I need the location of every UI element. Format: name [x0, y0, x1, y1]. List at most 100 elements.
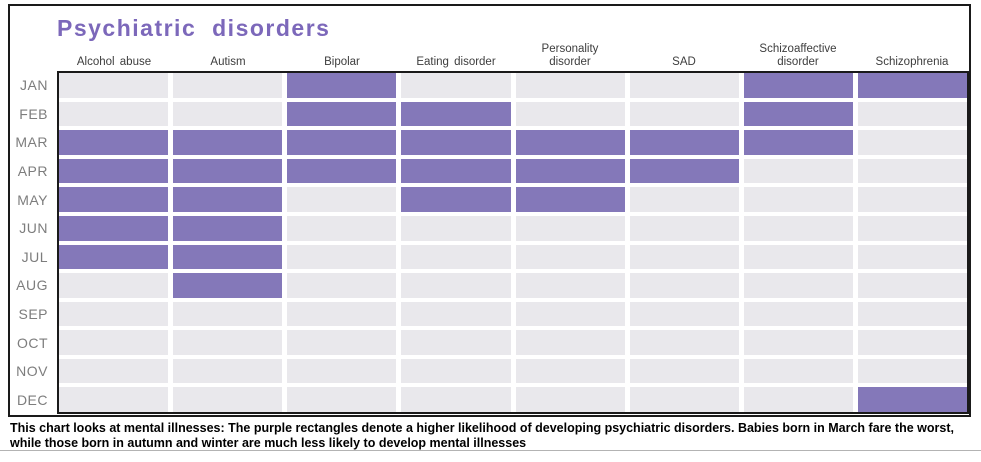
chart-title: Psychiatric disorders: [57, 15, 331, 41]
heatmap-cell: [743, 187, 853, 212]
heatmap-cell: [287, 358, 397, 384]
heatmap-cell: [401, 244, 511, 270]
heatmap-cell: [173, 187, 283, 212]
row-label: AUG: [16, 277, 48, 294]
heatmap-cell: [743, 330, 853, 355]
heatmap-cell: [857, 158, 967, 184]
bottom-divider: [0, 450, 981, 451]
column-header: Eating disorder: [416, 55, 496, 68]
heatmap-cell: [515, 187, 625, 212]
heatmap-cell: [857, 301, 967, 327]
heatmap-cell: [287, 158, 397, 184]
heatmap-cell: [287, 301, 397, 327]
chart-caption: This chart looks at mental illnesses: Th…: [10, 421, 954, 450]
heatmap-cell: [629, 301, 739, 327]
heatmap-cell: [515, 330, 625, 355]
heatmap-cell: [173, 358, 283, 384]
row-label: OCT: [16, 334, 48, 351]
row-label: JAN: [20, 77, 48, 94]
heatmap-cell: [743, 130, 853, 155]
column-header: Bipolar: [324, 55, 360, 68]
heatmap-cell: [515, 101, 625, 127]
heatmap-cell: [287, 215, 397, 241]
heatmap-cell: [515, 301, 625, 327]
heatmap-cell: [59, 73, 169, 98]
heatmap-cell: [173, 101, 283, 127]
heatmap-cell: [857, 358, 967, 384]
row-label: JUL: [21, 248, 48, 265]
heatmap-cell: [857, 215, 967, 241]
heatmap-cell: [59, 387, 169, 412]
heatmap-cell: [743, 387, 853, 412]
heatmap-cell: [287, 187, 397, 212]
row-label-column: JAN FEB MAR APR MAY JUN JUL AUG SEP OCT NOV DEC: [10, 71, 57, 414]
heatmap-cell: [515, 273, 625, 298]
heatmap-cell: [287, 330, 397, 355]
heatmap-cell: [287, 130, 397, 155]
heatmap-cell: [59, 187, 169, 212]
heatmap-cell: [515, 358, 625, 384]
heatmap-cell: [857, 387, 967, 412]
heatmap-cell: [401, 273, 511, 298]
heatmap-cell: [401, 330, 511, 355]
heatmap-cell: [59, 101, 169, 127]
heatmap-cell: [743, 244, 853, 270]
heatmap-cell: [629, 215, 739, 241]
heatmap-cell: [59, 358, 169, 384]
heatmap-cell: [629, 387, 739, 412]
row-label: APR: [17, 163, 48, 180]
row-label: DEC: [16, 391, 48, 408]
column-header: Schizophrenia: [875, 55, 949, 68]
heatmap-cell: [743, 301, 853, 327]
row-label: MAR: [15, 134, 48, 151]
heatmap-cell: [173, 387, 283, 412]
heatmap-cell: [401, 73, 511, 98]
heatmap-cell: [287, 73, 397, 98]
heatmap-cell: [287, 387, 397, 412]
heatmap-cell: [857, 330, 967, 355]
heatmap-cell: [743, 215, 853, 241]
heatmap-cell: [857, 273, 967, 298]
heatmap-cell: [401, 387, 511, 412]
heatmap-cell: [857, 187, 967, 212]
heatmap-cell: [743, 273, 853, 298]
row-label: FEB: [19, 105, 48, 122]
heatmap-cell: [857, 130, 967, 155]
heatmap-cell: [287, 273, 397, 298]
row-label: NOV: [16, 363, 48, 380]
heatmap-cell: [401, 130, 511, 155]
heatmap-cell: [401, 301, 511, 327]
heatmap-cell: [401, 358, 511, 384]
heatmap-cell: [743, 158, 853, 184]
column-header: Personality disorder: [541, 43, 599, 68]
heatmap-cell: [59, 273, 169, 298]
column-header: Alcohol abuse: [76, 55, 152, 68]
column-header: Schizoaffective disorder: [759, 43, 837, 68]
heatmap-cell: [173, 273, 283, 298]
heatmap-cell: [629, 158, 739, 184]
heatmap-cell: [629, 187, 739, 212]
heatmap-cell: [515, 215, 625, 241]
heatmap-cell: [59, 158, 169, 184]
heatmap-cell: [515, 158, 625, 184]
heatmap-cell: [59, 301, 169, 327]
heatmap-cell: [515, 244, 625, 270]
heatmap-cell: [59, 215, 169, 241]
heatmap-cell: [287, 244, 397, 270]
heatmap-cell: [287, 101, 397, 127]
heatmap-cell: [173, 244, 283, 270]
heatmap-cell: [857, 244, 967, 270]
heatmap-cell: [59, 130, 169, 155]
heatmap-cell: [173, 301, 283, 327]
heatmap-grid: [57, 71, 969, 414]
heatmap-cell: [629, 244, 739, 270]
row-label: SEP: [18, 305, 48, 322]
heatmap-cell: [59, 330, 169, 355]
heatmap-cell: [629, 73, 739, 98]
heatmap-cell: [173, 130, 283, 155]
heatmap-cell: [629, 330, 739, 355]
row-label: MAY: [17, 191, 48, 208]
heatmap-cell: [401, 101, 511, 127]
column-header: SAD: [672, 55, 696, 68]
